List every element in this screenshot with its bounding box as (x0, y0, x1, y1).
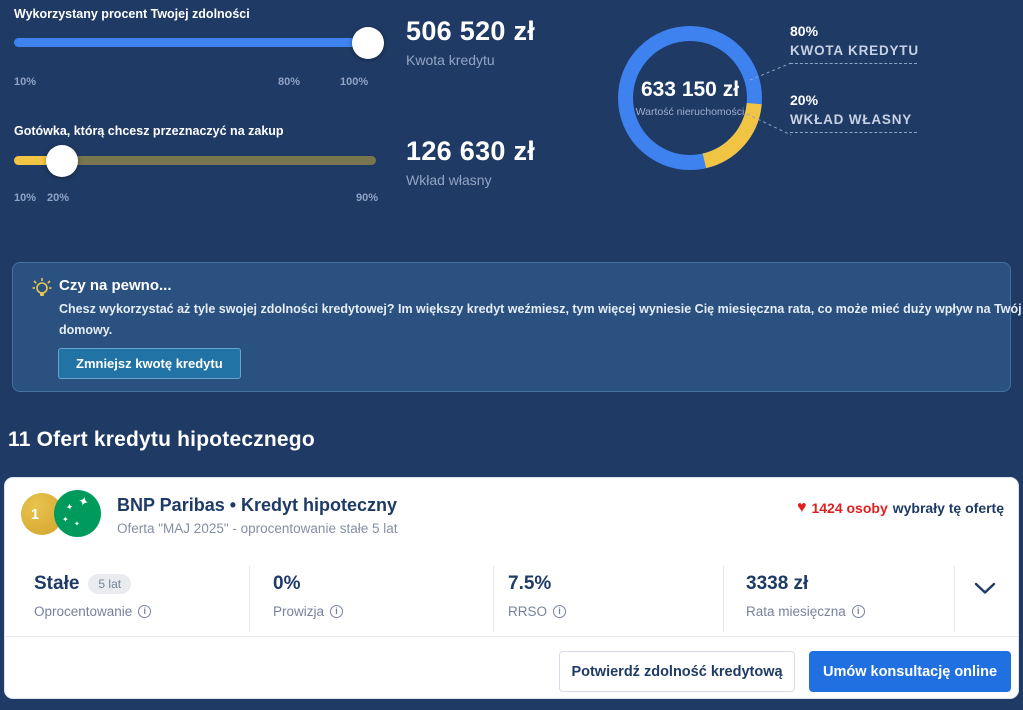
bnp-paribas-logo: ✦ ✦ ✦ ✦ (54, 490, 101, 537)
offer-card-bnp-paribas: 1 ✦ ✦ ✦ ✦ BNP Paribas • Kredyt hipoteczn… (4, 477, 1019, 699)
popularity-text: wybrały tę ofertę (892, 500, 1004, 516)
capacity-slider-label: Wykorzystany procent Twojej zdolności (14, 7, 250, 21)
donut-center-text: 633 150 zł Wartość nieruchomości (616, 24, 764, 172)
rrso-value: 7.5% (508, 573, 552, 594)
cash-scale-10: 10% (14, 192, 37, 204)
confirm-creditworthiness-button[interactable]: Potwierdź zdolność kredytową (559, 651, 795, 692)
lightbulb-icon (32, 278, 52, 296)
cash-slider-fill (14, 156, 62, 165)
commission-label: Prowizja (273, 604, 325, 619)
capacity-scale-10: 10% (14, 76, 37, 88)
loan-amount: 506 520 zł Kwota kredytu (406, 16, 535, 68)
tip-body-line2: domowy. (59, 323, 113, 337)
divider (249, 566, 250, 632)
capacity-slider-track[interactable] (14, 26, 384, 59)
decrease-loan-button[interactable]: Zmniejsz kwotę kredytu (58, 348, 241, 379)
interest-rate-value: Stałe (34, 573, 80, 594)
legend-loan-percent: 80% (790, 23, 819, 39)
capacity-scale-100: 100% (340, 76, 369, 88)
own-contribution-label: Wkład własny (406, 172, 492, 188)
interest-period-badge: 5 lat (88, 574, 132, 594)
donut-chart-svg (618, 26, 762, 170)
capacity-slider-handle[interactable] (352, 26, 384, 59)
loan-amount-label: Kwota kredytu (406, 52, 495, 68)
property-value-donut-chart: 633 150 zł Wartość nieruchomości (616, 24, 764, 172)
cash-scale-20: 20% (47, 192, 70, 204)
own-contribution-value: 126 630 zł (406, 136, 536, 166)
cash-scale-90: 90% (356, 192, 379, 204)
rrso-label: RRSO (508, 604, 548, 619)
popularity-count: 1424 osoby (811, 500, 888, 516)
loan-amount-value: 506 520 zł (406, 16, 536, 46)
offer-title: BNP Paribas • Kredyt hipoteczny (117, 495, 398, 515)
legend-contribution-label: WKŁAD WŁASNY (790, 112, 913, 127)
info-icon[interactable]: i (138, 605, 152, 618)
tip-box: Czy na pewno... Chesz wykorzystać aż tyl… (12, 262, 1023, 392)
book-consultation-button[interactable]: Umów konsultację online (809, 651, 1011, 692)
chevron-down-icon[interactable] (974, 582, 996, 595)
offers-section-header: 11 Ofert kredytu hipotecznego (8, 428, 315, 451)
capacity-scale-80: 80% (278, 76, 301, 88)
tip-title: Czy na pewno... (59, 277, 172, 294)
info-icon[interactable]: i (851, 605, 865, 618)
property-value-label: Wartość nieruchomości (635, 106, 745, 118)
monthly-payment-value: 3338 zł (746, 573, 809, 594)
offer-popularity: ♥ 1424 osoby wybrały tę ofertę (796, 499, 1004, 517)
stat-commission: 0% Prowizja i (273, 573, 344, 619)
own-contribution-amount: 126 630 zł Wkład własny (406, 136, 535, 188)
commission-value: 0% (273, 573, 301, 594)
legend-contribution-percent: 20% (790, 92, 819, 108)
info-icon[interactable]: i (330, 605, 344, 618)
divider (954, 566, 955, 632)
divider (723, 566, 724, 632)
divider (5, 636, 1018, 637)
divider (493, 566, 494, 632)
legend-loan-label: KWOTA KREDYTU (790, 43, 919, 58)
cash-slider-label: Gotówka, którą chcesz przeznaczyć na zak… (14, 124, 284, 138)
tip-body-line1: Chesz wykorzystać aż tyle swojej zdolnoś… (59, 302, 1023, 316)
cash-slider-track[interactable] (14, 144, 376, 177)
offer-subtitle: Oferta "MAJ 2025" - oprocentowanie stałe… (117, 521, 398, 536)
property-value: 633 150 zł (640, 78, 740, 101)
stat-rrso: 7.5% RRSO i (508, 573, 567, 619)
legend-loan-share: 80% KWOTA KREDYTU (790, 23, 919, 64)
info-icon[interactable]: i (553, 605, 567, 618)
stat-monthly-payment: 3338 zł Rata miesięczna i (746, 573, 865, 619)
interest-rate-label: Oprocentowanie (34, 604, 133, 619)
legend-contribution-share: 20% WKŁAD WŁASNY (790, 92, 917, 133)
heart-icon: ♥ (796, 499, 807, 516)
donut-connector-lines (746, 62, 792, 136)
monthly-payment-label: Rata miesięczna (746, 604, 846, 619)
stat-interest-rate: Stałe 5 lat Oprocentowanie i (34, 573, 152, 619)
cash-slider-handle[interactable] (46, 144, 78, 177)
